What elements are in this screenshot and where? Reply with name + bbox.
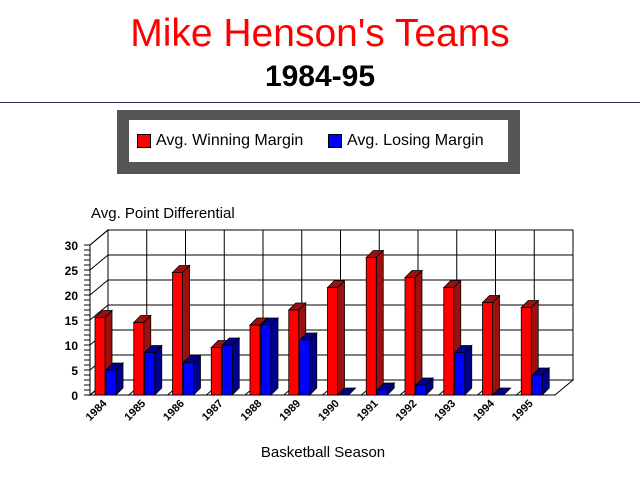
x-tick-label: 1984 [84, 397, 110, 423]
bar-winning-margin [326, 279, 346, 396]
x-tick-label: 1992 [394, 398, 420, 424]
bar-winning-margin [404, 269, 423, 396]
x-tick-label: 1991 [355, 398, 381, 424]
x-tick-label: 1995 [510, 398, 536, 424]
y-tick-label: 25 [65, 264, 79, 278]
y-tick-label: 20 [65, 289, 79, 303]
page-title: Mike Henson's Teams [130, 12, 510, 55]
bar-losing-margin [105, 362, 124, 396]
bar-losing-margin [376, 382, 396, 396]
x-tick-label: 1988 [239, 398, 265, 424]
y-tick-label: 10 [65, 339, 79, 353]
legend-label-winning: Avg. Winning Margin [156, 132, 304, 149]
bar-losing-margin [221, 337, 241, 396]
bar-losing-margin [143, 344, 163, 396]
y-tick-label: 15 [65, 314, 79, 328]
legend-item-losing: Avg. Losing Margin [328, 132, 484, 149]
x-tick-label: 1987 [200, 398, 226, 424]
x-tick-label: 1986 [161, 398, 187, 424]
y-tick-label: 5 [71, 364, 78, 378]
x-tick-label: 1990 [316, 398, 342, 424]
x-tick-label: 1993 [432, 398, 458, 424]
bar-losing-margin [531, 367, 551, 396]
bar-losing-margin [415, 377, 434, 396]
bar-losing-margin [182, 354, 202, 396]
legend-swatch-winning [137, 134, 151, 148]
bar-losing-margin [453, 344, 473, 396]
x-axis-label: Basketball Season [261, 444, 385, 461]
x-tick-label: 1989 [277, 398, 303, 424]
bar-losing-margin [337, 387, 357, 396]
x-tick-label: 1985 [122, 398, 148, 424]
bar-winning-margin [365, 249, 385, 396]
y-tick-label: 30 [65, 239, 79, 253]
bar-winning-margin [481, 294, 501, 396]
bar-losing-margin [492, 387, 512, 396]
title-divider [0, 102, 640, 103]
legend-item-winning: Avg. Winning Margin [137, 132, 304, 149]
bar-losing-margin [298, 332, 318, 396]
legend-label-losing: Avg. Losing Margin [347, 132, 484, 149]
page-subtitle: 1984-95 [264, 60, 376, 93]
chart-title: Avg. Point Differential [91, 205, 235, 222]
legend-swatch-losing [328, 134, 342, 148]
bar-losing-margin [260, 317, 279, 396]
chart-legend: Avg. Winning Margin Avg. Losing Margin [129, 120, 508, 162]
x-tick-label: 1994 [471, 397, 497, 423]
y-tick-label: 0 [71, 389, 78, 403]
bar-winning-margin [520, 299, 540, 396]
